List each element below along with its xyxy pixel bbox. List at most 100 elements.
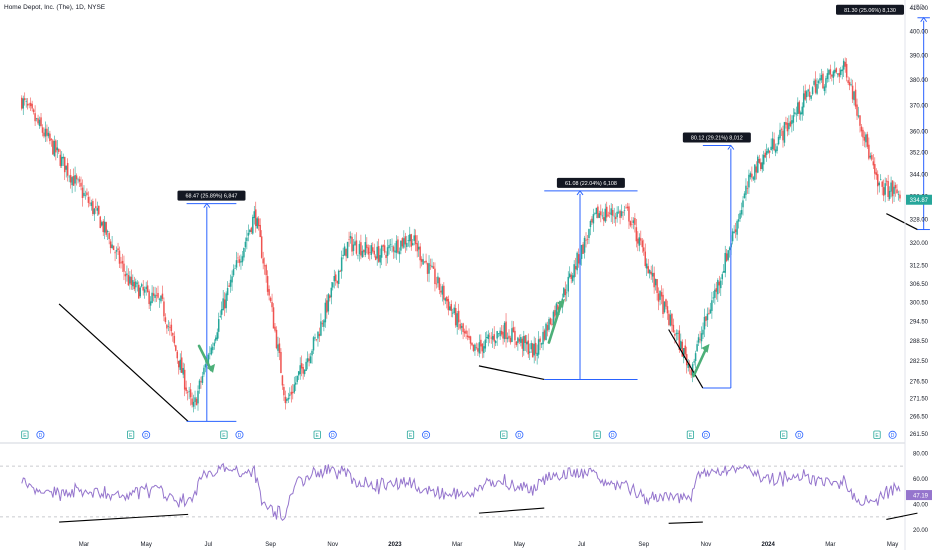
candle <box>334 271 337 286</box>
candle <box>349 231 352 244</box>
candle-body <box>527 340 530 355</box>
candle <box>552 309 555 327</box>
candle <box>203 365 205 377</box>
candle-body <box>299 365 301 375</box>
candle <box>788 115 790 136</box>
candle-body <box>573 264 575 278</box>
candle-body <box>87 196 90 203</box>
candle <box>142 280 144 296</box>
candle-body <box>628 206 630 222</box>
candle-body <box>197 390 199 404</box>
candle-body <box>683 348 685 359</box>
candle <box>863 131 866 148</box>
candle <box>197 385 199 411</box>
candle-body <box>323 320 325 327</box>
candle-body <box>61 156 63 166</box>
candle-body <box>576 252 578 271</box>
candle <box>108 231 110 245</box>
candle-body <box>40 117 42 127</box>
candle-body <box>373 250 375 255</box>
candle <box>478 334 481 358</box>
candle-body <box>349 236 352 239</box>
candle <box>752 175 755 181</box>
candle <box>813 78 815 87</box>
dividend-marker: D <box>142 430 151 439</box>
candle-body <box>480 339 482 347</box>
candle <box>641 238 644 253</box>
candle-body <box>231 276 233 283</box>
trend-arrow-head <box>701 343 710 353</box>
candle-body <box>83 192 85 196</box>
candle <box>385 251 387 267</box>
candle-body <box>361 250 364 258</box>
candle-body <box>757 156 759 173</box>
candle <box>663 301 666 314</box>
candle <box>324 298 327 328</box>
candle-body <box>731 231 734 242</box>
candle-body <box>283 387 285 396</box>
candle <box>47 126 50 139</box>
candle-body <box>203 367 205 375</box>
candle-body <box>324 302 327 323</box>
candle-body <box>737 219 740 222</box>
time-axis: Mar May Jul Sep Nov 2023 Mar May Jul Sep Nov 2024 Ma… <box>79 542 898 548</box>
candle-body <box>684 345 686 355</box>
candle-body <box>792 115 795 123</box>
candle-body <box>435 283 438 285</box>
candle <box>84 190 87 200</box>
candle-body <box>53 140 56 156</box>
candle <box>533 336 535 364</box>
candle <box>241 250 244 266</box>
candle-body <box>340 257 343 272</box>
candle-body <box>183 369 186 390</box>
candle-body <box>755 166 758 173</box>
earnings-badge <box>313 430 321 439</box>
candle-body <box>839 69 842 75</box>
measure-label: 61.08 (22.04%) 6,108 <box>565 181 617 187</box>
candle-body <box>173 335 176 344</box>
divergence-line <box>668 329 704 389</box>
candle-body <box>635 227 638 242</box>
candle-body <box>75 175 78 180</box>
candle <box>326 294 328 319</box>
candle-body <box>106 230 109 233</box>
candle-body <box>302 366 304 374</box>
candle <box>111 236 113 249</box>
candle-body <box>496 331 498 339</box>
price-tick-label: 370.00 <box>910 103 929 109</box>
candle-body <box>271 302 273 308</box>
candle <box>619 209 621 225</box>
candle <box>309 352 312 364</box>
rsi-divergence-line <box>478 507 545 514</box>
candle-body <box>489 335 491 337</box>
candle-body <box>98 205 100 215</box>
rsi-last-label: 47.19 <box>913 493 929 499</box>
candle <box>58 148 60 154</box>
candle <box>746 181 749 194</box>
candle <box>860 124 863 137</box>
candle <box>595 207 598 219</box>
candle-body <box>120 262 122 264</box>
candle <box>503 321 506 343</box>
candle-body <box>163 301 165 317</box>
candle <box>332 282 334 291</box>
candle-body <box>760 162 762 169</box>
candle <box>823 84 826 96</box>
candle <box>249 229 251 235</box>
candle <box>896 184 898 194</box>
candle <box>829 64 832 79</box>
candle-body <box>419 246 421 261</box>
candle <box>761 154 763 173</box>
candle-body <box>262 258 264 264</box>
candle <box>749 171 752 180</box>
candle <box>776 143 778 154</box>
candle-body <box>777 136 780 145</box>
candle <box>160 295 162 304</box>
candle <box>511 320 513 343</box>
candle-body <box>434 268 436 284</box>
candle <box>287 392 290 403</box>
candle-body <box>466 335 469 338</box>
dividend-marker: D <box>795 430 804 439</box>
candle <box>845 58 848 82</box>
